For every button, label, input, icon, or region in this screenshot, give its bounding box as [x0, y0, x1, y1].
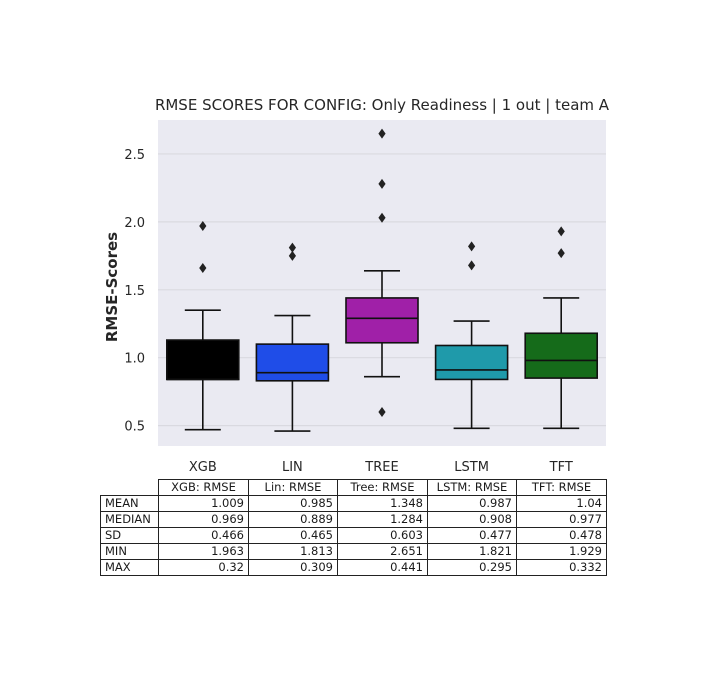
outlier-point: [199, 263, 207, 274]
table-row: MEAN 1.009 0.985 1.348 0.987 1.04: [100, 495, 607, 512]
box-iqr: [524, 332, 599, 379]
table-row-label: MAX: [100, 559, 159, 576]
box-plot-chart: 0.5 1.0 1.5 2.0 2.5 XGB LIN TREE LSTM TFT RMSE-S…: [103, 120, 606, 475]
table-column-header: Lin: RMSE: [248, 479, 338, 496]
table-cell: 1.813: [248, 543, 338, 560]
x-tick-label: XGB: [189, 460, 217, 475]
table-row-label: SD: [100, 527, 159, 544]
y-tick-label: 1.0: [124, 352, 145, 367]
chart-title: RMSE SCORES FOR CONFIG: Only Readiness |…: [154, 96, 610, 114]
box-group: [255, 242, 330, 432]
table-corner-cell: [100, 479, 159, 496]
table-column-header: XGB: RMSE: [158, 479, 249, 496]
outlier-point: [199, 220, 207, 231]
outlier-point: [468, 241, 476, 252]
table-cell: 0.908: [427, 511, 517, 528]
table-cell: 2.651: [337, 543, 428, 560]
box-iqr: [345, 297, 419, 344]
x-tick-label: TFT: [549, 460, 573, 475]
table-cell: 0.477: [427, 527, 517, 544]
table-cell: 0.309: [248, 559, 338, 576]
outlier-point: [288, 242, 296, 253]
table-cell: 0.977: [516, 511, 607, 528]
outlier-point: [378, 128, 386, 139]
outlier-point: [378, 407, 386, 418]
x-tick-label: LSTM: [454, 460, 489, 475]
table-cell: 0.441: [337, 559, 428, 576]
stats-table: XGB: RMSE Lin: RMSE Tree: RMSE LSTM: RMS…: [100, 479, 607, 576]
box-group: [345, 128, 419, 418]
x-tick-label: LIN: [282, 460, 303, 475]
table-cell: 1.821: [427, 543, 517, 560]
y-tick-label: 2.0: [124, 216, 145, 231]
table-cell: 0.478: [516, 527, 607, 544]
outlier-point: [557, 226, 565, 237]
table-row-label: MEAN: [100, 495, 159, 512]
table-row: MIN 1.963 1.813 2.651 1.821 1.929: [100, 543, 607, 560]
table-cell: 1.963: [158, 543, 249, 560]
table-cell: 0.465: [248, 527, 338, 544]
table-cell: 0.32: [158, 559, 249, 576]
box-iqr: [434, 344, 509, 381]
table-cell: 1.929: [516, 543, 607, 560]
outlier-point: [288, 250, 296, 261]
table-header-row: XGB: RMSE Lin: RMSE Tree: RMSE LSTM: RMS…: [100, 479, 607, 496]
table-row-label: MIN: [100, 543, 159, 560]
table-cell: 0.889: [248, 511, 338, 528]
table-cell: 0.466: [158, 527, 249, 544]
table-column-header: Tree: RMSE: [337, 479, 428, 496]
outlier-point: [378, 178, 386, 189]
table-cell: 0.295: [427, 559, 517, 576]
table-cell: 0.603: [337, 527, 428, 544]
outlier-point: [468, 260, 476, 271]
y-tick-label: 1.5: [124, 284, 145, 299]
box-group: [434, 241, 509, 430]
box-group: [166, 220, 240, 431]
outlier-point: [557, 248, 565, 259]
y-tick-label: 2.5: [124, 148, 145, 163]
table-cell: 1.348: [337, 495, 428, 512]
box-group: [524, 226, 599, 430]
y-axis-label: RMSE-Scores: [103, 232, 121, 342]
box-iqr: [166, 339, 240, 381]
table-cell: 0.985: [248, 495, 338, 512]
table-column-header: LSTM: RMSE: [427, 479, 517, 496]
table-cell: 0.332: [516, 559, 607, 576]
table-cell: 1.009: [158, 495, 249, 512]
outlier-point: [378, 212, 386, 223]
table-row: MEDIAN 0.969 0.889 1.284 0.908 0.977: [100, 511, 607, 528]
table-cell: 1.284: [337, 511, 428, 528]
box-iqr: [255, 343, 330, 382]
table-row: SD 0.466 0.465 0.603 0.477 0.478: [100, 527, 607, 544]
table-cell: 0.969: [158, 511, 249, 528]
table-cell: 0.987: [427, 495, 517, 512]
table-cell: 1.04: [516, 495, 607, 512]
table-row-label: MEDIAN: [100, 511, 159, 528]
table-row: MAX 0.32 0.309 0.441 0.295 0.332: [100, 559, 607, 576]
y-tick-label: 0.5: [124, 420, 145, 435]
x-tick-label: TREE: [364, 460, 398, 475]
table-column-header: TFT: RMSE: [516, 479, 607, 496]
